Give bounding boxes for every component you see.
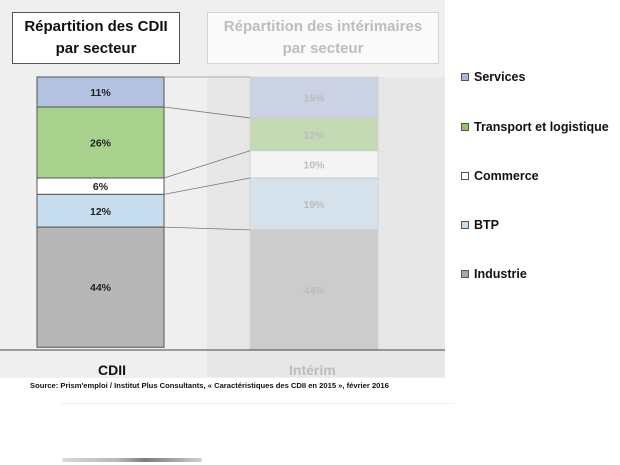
interim-title-line2: par secteur bbox=[282, 40, 364, 57]
legend-label-btp: BTP bbox=[474, 218, 499, 232]
bar-segment-cdii-industrie bbox=[36, 226, 165, 348]
connector-line bbox=[163, 150, 251, 179]
cdii-title-line1: Répartition des CDII bbox=[24, 18, 168, 35]
data-label-int-rim-btp: 19% bbox=[303, 199, 325, 211]
connector-line bbox=[163, 106, 251, 119]
bar-segment-int-rim-transport-et-logistique bbox=[249, 117, 379, 152]
bar-segment-cdii-btp bbox=[36, 193, 165, 228]
cdii-title-box: Répartition des CDII par secteur bbox=[12, 12, 180, 64]
bar-segment-int-rim-commerce bbox=[249, 150, 379, 179]
source-note: Source: Prism'emploi / Institut Plus Con… bbox=[30, 381, 389, 390]
legend-item-transport: Transport et logistique bbox=[461, 120, 609, 134]
legend-label-services: Services bbox=[474, 70, 526, 84]
x-label-interim: Intérim bbox=[289, 362, 336, 378]
divider bbox=[60, 403, 455, 404]
legend-swatch-commerce bbox=[461, 172, 469, 180]
connector-line bbox=[163, 177, 251, 195]
legend-label-commerce: Commerce bbox=[474, 169, 539, 183]
data-label-int-rim-commerce: 10% bbox=[303, 159, 325, 171]
legend-item-commerce: Commerce bbox=[461, 169, 539, 183]
bar-segment-int-rim-btp bbox=[249, 177, 379, 231]
cdii-title-line2: par secteur bbox=[55, 40, 137, 57]
data-label-int-rim-transport-et-logistique: 12% bbox=[303, 129, 325, 141]
legend-label-industrie: Industrie bbox=[474, 267, 527, 281]
bar-segment-int-rim-industrie bbox=[249, 229, 379, 351]
data-label-cdii-commerce: 6% bbox=[93, 181, 109, 193]
bar-segment-cdii-services bbox=[36, 76, 165, 108]
legend-item-industrie: Industrie bbox=[461, 267, 527, 281]
bar-segment-cdii-transport-et-logistique bbox=[36, 106, 165, 179]
data-label-cdii-btp: 12% bbox=[90, 206, 112, 218]
legend-label-transport: Transport et logistique bbox=[474, 120, 609, 134]
data-label-cdii-services: 11% bbox=[90, 87, 111, 99]
data-label-int-rim-industrie: 44% bbox=[303, 285, 325, 297]
legend-swatch-transport bbox=[461, 123, 469, 131]
interim-title-line1: Répartition des intérimaires bbox=[223, 18, 423, 35]
data-label-cdii-industrie: 44% bbox=[90, 282, 112, 294]
interim-title-box: Répartition des intérimaires par secteur bbox=[207, 12, 439, 64]
legend-swatch-services bbox=[461, 73, 469, 81]
scan-artifact bbox=[62, 458, 202, 462]
legend-item-services: Services bbox=[461, 70, 525, 84]
data-label-cdii-transport-et-logistique: 26% bbox=[90, 138, 112, 150]
x-label-cdii: CDII bbox=[98, 362, 126, 378]
legend-swatch-btp bbox=[461, 221, 469, 229]
data-label-int-rim-services: 15% bbox=[303, 92, 325, 104]
legend-item-btp: BTP bbox=[461, 218, 499, 232]
connector-line bbox=[163, 226, 251, 231]
legend-swatch-industrie bbox=[461, 270, 469, 278]
